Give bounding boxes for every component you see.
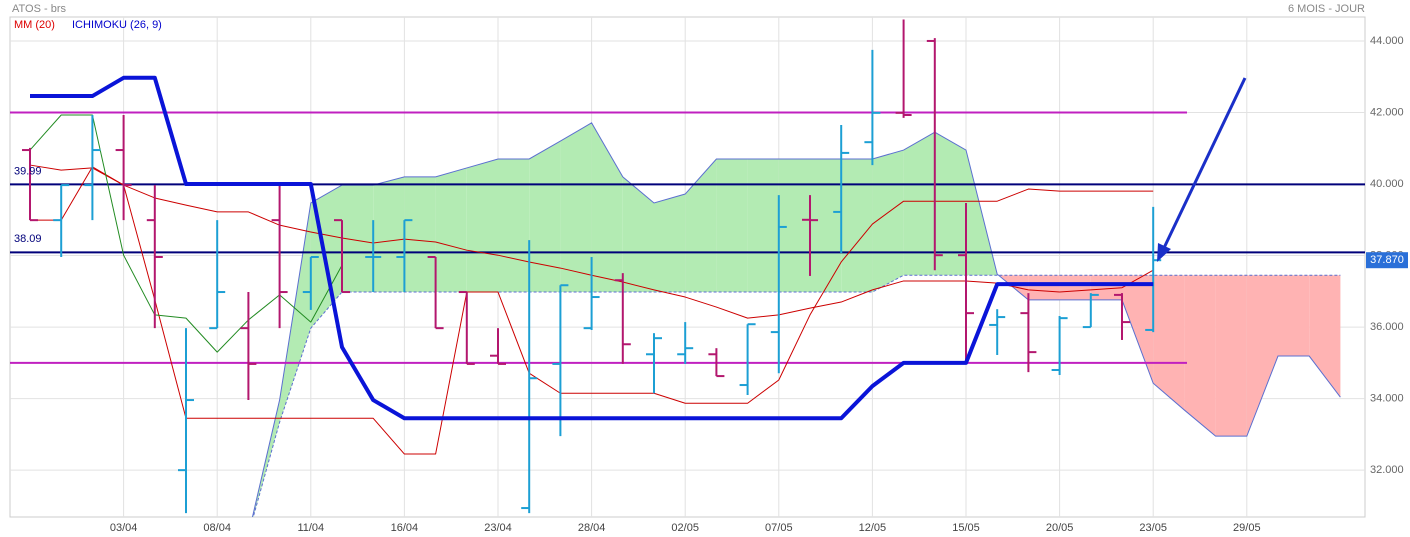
x-tick-label: 11/04: [297, 522, 324, 534]
cloud-segment: [872, 150, 904, 293]
x-tick-label: 20/05: [1046, 522, 1074, 534]
x-tick-label: 12/05: [859, 522, 887, 534]
cloud-segment: [1153, 275, 1185, 411]
cloud-segment: [560, 122, 592, 293]
cloud-segment: [1059, 275, 1091, 300]
cloud-segment: [903, 132, 935, 276]
cloud-segment: [747, 158, 779, 293]
last-price-box: [1366, 252, 1408, 269]
labels: 32.00034.00036.00038.00040.00042.00044.0…: [14, 35, 1408, 534]
x-tick-label: 29/05: [1233, 522, 1261, 534]
x-tick-label: 07/05: [765, 522, 793, 534]
cloud-segment: [1184, 275, 1216, 437]
indicator-line: [30, 75, 1154, 421]
cloud-segment: [373, 176, 405, 293]
y-tick-label: 36.000: [1370, 321, 1404, 333]
cloud-segment: [716, 158, 748, 293]
cloud-segment: [1028, 275, 1060, 300]
span-a: [251, 122, 1341, 517]
ichimoku-cloud: [251, 122, 1341, 517]
indicator-line: [29, 114, 343, 353]
legend-item: ICHIMOKU (26, 9): [72, 19, 162, 31]
y-tick-label: 32.000: [1370, 464, 1404, 476]
cloud-segment: [1215, 275, 1247, 437]
thick-line: [30, 75, 1154, 421]
arrow-annotation: [1157, 77, 1247, 262]
x-tick-label: 08/04: [203, 522, 231, 534]
cloud-segment: [841, 158, 873, 293]
cloud-segment: [1246, 275, 1278, 437]
cloud-segment: [466, 158, 498, 293]
cloud-segment: [342, 185, 374, 293]
cloud-segment: [529, 141, 561, 293]
cloud-segment: [778, 158, 810, 293]
cloud-segment: [279, 202, 311, 423]
cloud-segment: [1090, 275, 1122, 300]
cloud-segment: [498, 158, 530, 293]
y-tick-label: 42.000: [1370, 106, 1404, 118]
span-b: [252, 274, 1341, 517]
last-price-label: 37.870: [1370, 254, 1404, 266]
arrow-head: [1157, 243, 1171, 262]
cloud-segment: [1122, 275, 1154, 384]
x-tick-label: 23/04: [484, 522, 512, 534]
x-tick-label: 23/05: [1139, 522, 1167, 534]
cloud-segment: [1309, 275, 1341, 398]
x-tick-label: 16/04: [391, 522, 419, 534]
cloud-segment: [654, 194, 686, 293]
period: 6 MOIS - JOUR: [1288, 3, 1365, 15]
ohlc-bars: [22, 19, 1162, 514]
cloud-segment: [934, 132, 966, 276]
x-tick-label: 15/05: [952, 522, 980, 534]
chart-title: ATOS - brs: [12, 3, 66, 15]
indicator-line: [30, 166, 1154, 455]
legend-item: MM (20): [14, 19, 55, 31]
x-tick-label: 28/04: [578, 522, 606, 534]
y-tick-label: 34.000: [1370, 393, 1404, 405]
y-tick-label: 44.000: [1370, 35, 1404, 47]
cloud-segment: [1278, 275, 1310, 357]
level-label: 39.99: [14, 165, 42, 177]
level-label: 38.09: [14, 233, 42, 245]
cloud-segment: [685, 158, 717, 293]
cloud-segment: [404, 176, 436, 293]
cloud-segment: [810, 158, 842, 293]
x-tick-label: 03/04: [110, 522, 138, 534]
arrow-shaft: [1161, 77, 1247, 251]
cloud-segment: [435, 167, 467, 293]
y-tick-label: 40.000: [1370, 178, 1404, 190]
x-tick-label: 02/05: [671, 522, 699, 534]
cloud-segment: [622, 176, 654, 293]
cloud-segment: [591, 122, 623, 293]
